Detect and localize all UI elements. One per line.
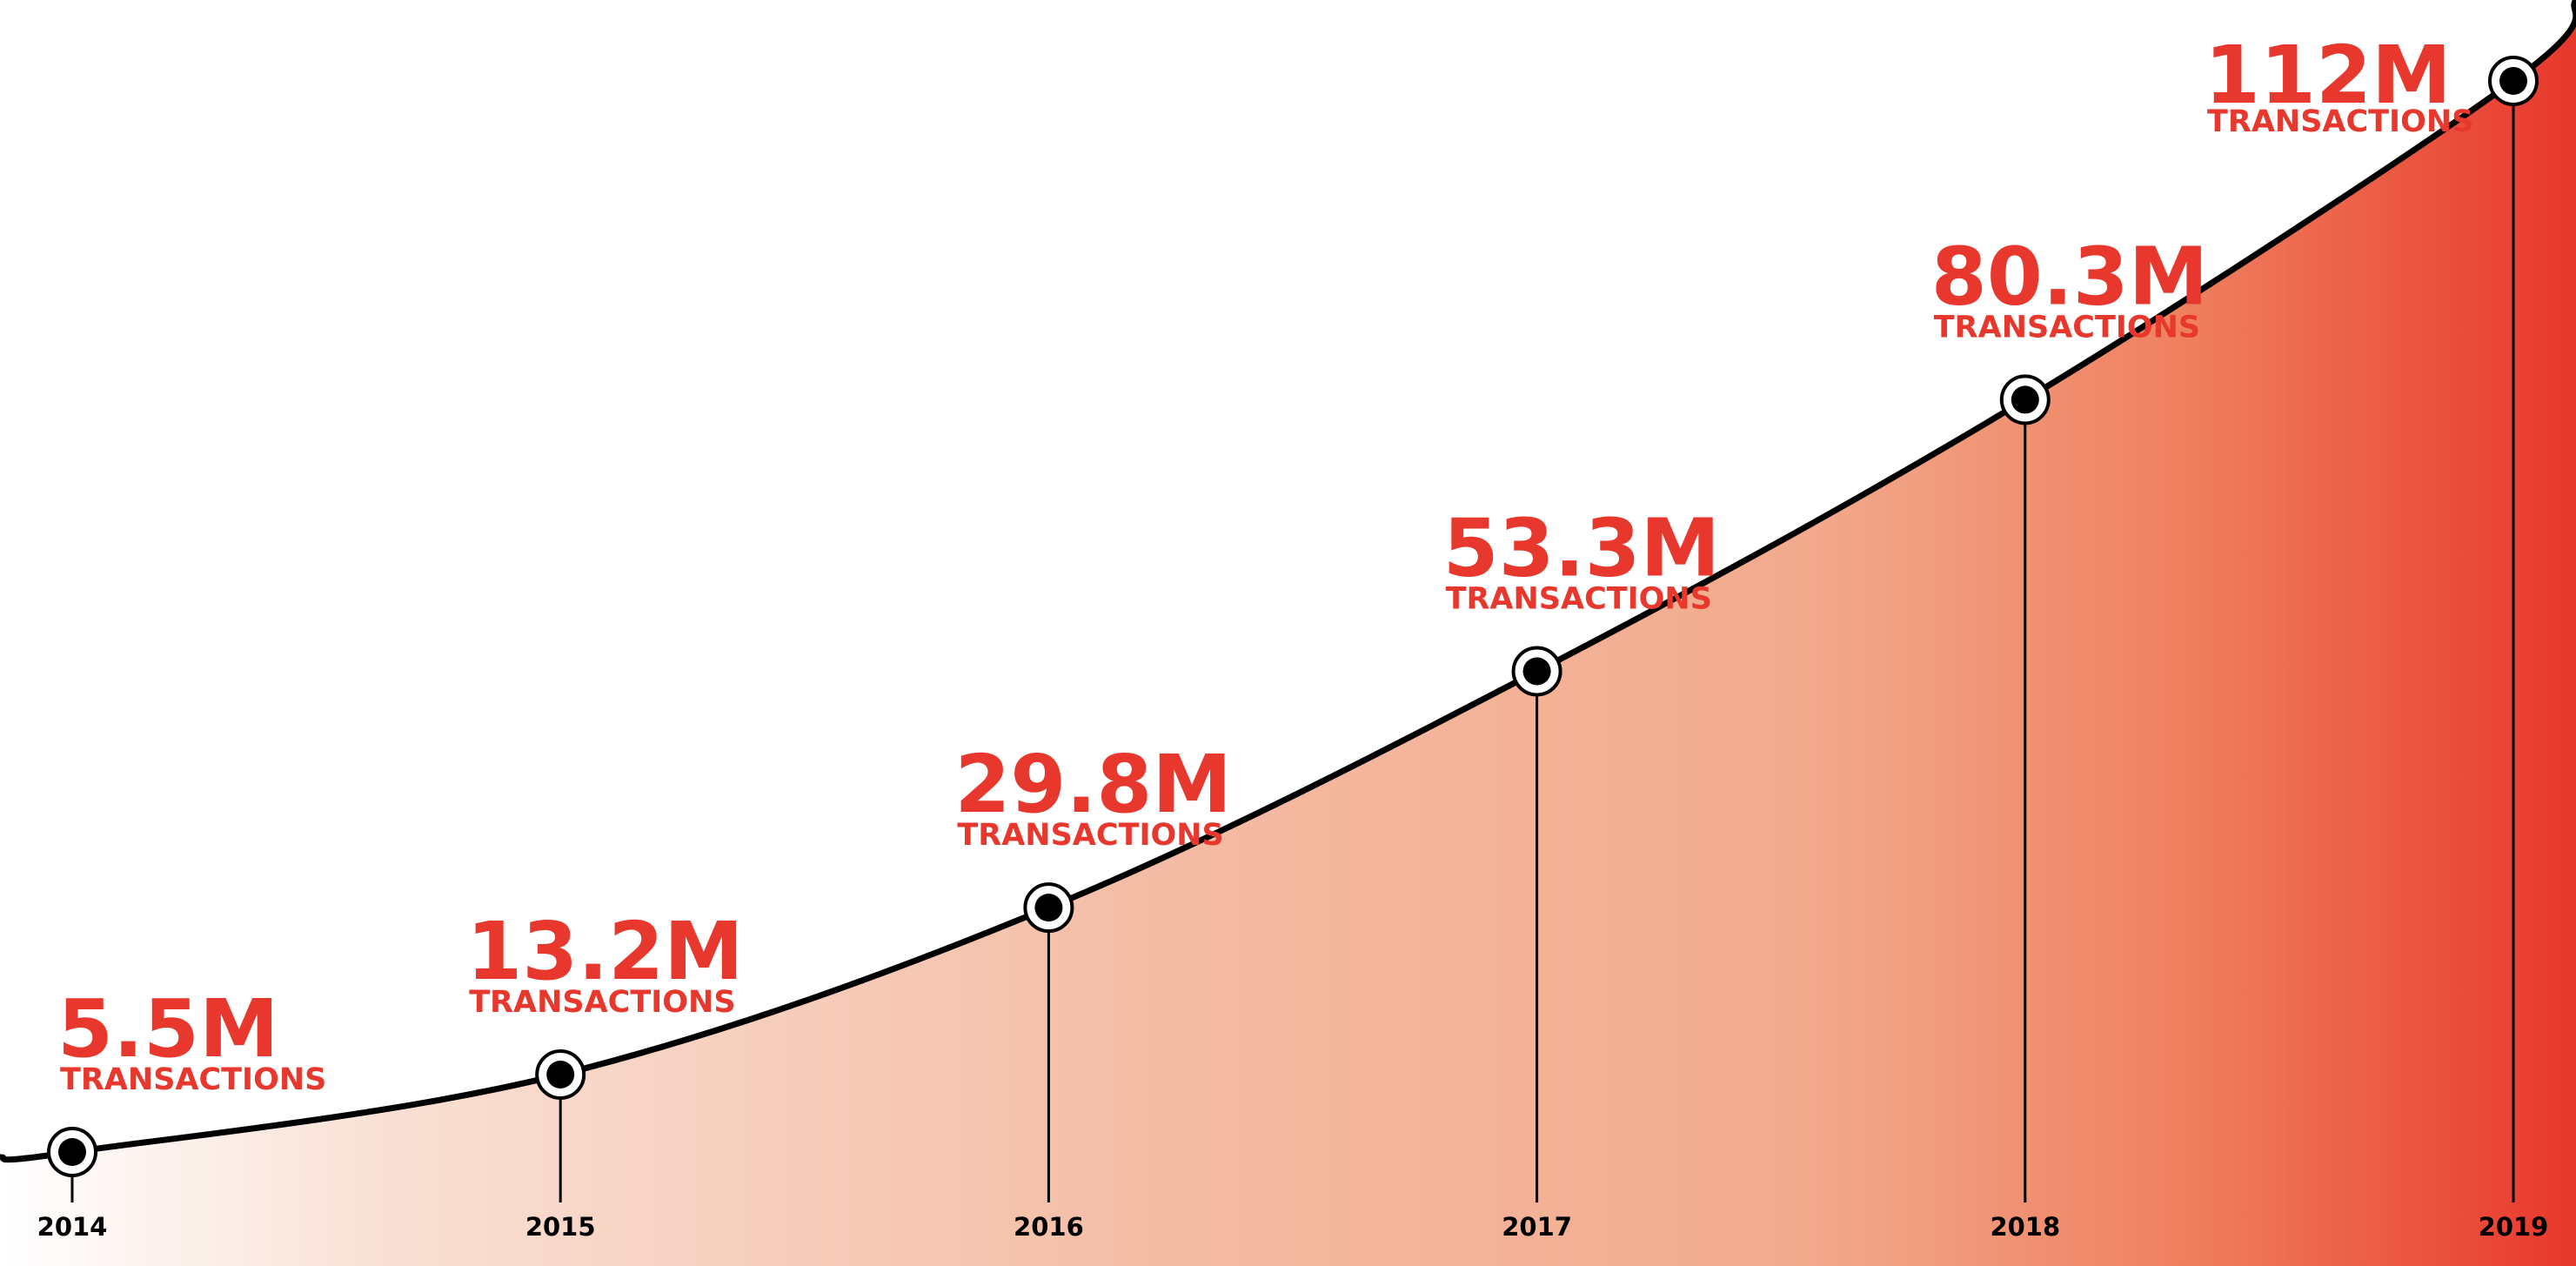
point [2011,385,2039,414]
unit-label: TRANSACTIONS [60,1062,326,1097]
year-label: 2015 [525,1212,596,1242]
unit-label: TRANSACTIONS [2207,104,2473,139]
value-label: 112M [2205,29,2452,122]
point [1034,894,1063,922]
year-label: 2017 [1502,1212,1572,1242]
value-label: 5.5M [57,982,279,1075]
curve-extension [2511,0,2576,84]
value-label: 29.8M [954,738,1232,831]
point [58,1138,86,1166]
unit-label: TRANSACTIONS [1934,310,2200,345]
point [1522,657,1551,686]
year-label: 2016 [1014,1212,1084,1242]
trend-curve [71,78,2516,1155]
unit-label: TRANSACTIONS [957,818,1223,853]
value-label: 13.2M [466,905,744,998]
year-label: 2019 [2479,1212,2549,1242]
unit-label: TRANSACTIONS [469,985,735,1020]
year-label: 2014 [37,1212,108,1242]
value-label: 80.3M [1931,230,2209,323]
point [546,1060,575,1088]
curve-extension [0,1149,73,1163]
value-label: 53.3M [1443,501,1721,594]
year-label: 2018 [1990,1212,2060,1242]
point [2499,67,2527,95]
unit-label: TRANSACTIONS [1446,581,1712,616]
